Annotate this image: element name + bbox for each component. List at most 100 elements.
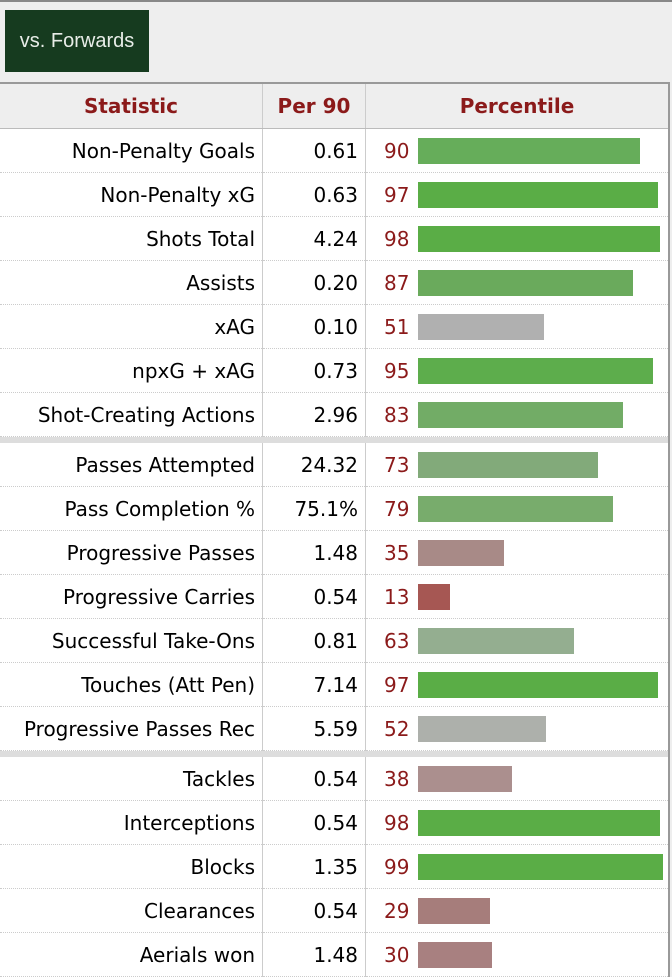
- header-statistic[interactable]: Statistic: [0, 83, 263, 129]
- percentile-cell: 79: [365, 486, 669, 531]
- percentile-cell: 38: [365, 757, 669, 801]
- percentile-cell: 83: [365, 392, 669, 437]
- per90-value: 1.35: [262, 844, 366, 889]
- percentile-cell: 13: [365, 574, 669, 619]
- stat-name: npxG + xAG: [0, 348, 263, 393]
- percentile-cell: 97: [365, 172, 669, 217]
- percentile-cell: 51: [365, 304, 669, 349]
- per90-value: 5.59: [262, 706, 366, 751]
- stat-name: Successful Take-Ons: [0, 618, 263, 663]
- percentile-value: 35: [384, 540, 410, 565]
- per90-value: 1.48: [262, 530, 366, 575]
- per90-value: 7.14: [262, 662, 366, 707]
- stat-name: Tackles: [0, 757, 263, 801]
- table-row: Non-Penalty xG 0.63 97: [0, 172, 669, 217]
- stat-name: Passes Attempted: [0, 443, 263, 487]
- percentile-bar: [418, 539, 505, 566]
- percentile-value: 90: [384, 138, 410, 163]
- per90-value: 24.32: [262, 443, 366, 487]
- percentile-value: 95: [384, 358, 410, 383]
- percentile-cell: 52: [365, 706, 669, 751]
- percentile-bar: [418, 451, 599, 478]
- percentile-bar: [418, 313, 544, 340]
- percentile-cell: 90: [365, 128, 669, 173]
- table-row: npxG + xAG 0.73 95: [0, 348, 669, 393]
- percentile-cell: 98: [365, 216, 669, 261]
- stat-name: Interceptions: [0, 800, 263, 845]
- percentile-cell: 29: [365, 888, 669, 933]
- percentile-bar: [418, 765, 512, 792]
- percentile-bar: [418, 583, 451, 610]
- percentile-table: Statistic Per 90 Percentile Non-Penalty …: [0, 82, 670, 977]
- table-row: Successful Take-Ons 0.81 63: [0, 618, 669, 663]
- percentile-value: 13: [384, 584, 410, 609]
- percentile-cell: 73: [365, 443, 669, 487]
- per90-value: 0.73: [262, 348, 366, 393]
- per90-value: 0.54: [262, 800, 366, 845]
- per90-value: 4.24: [262, 216, 366, 261]
- table-row: Assists 0.20 87: [0, 260, 669, 305]
- top-border: [0, 0, 672, 2]
- percentile-value: 99: [384, 854, 410, 879]
- percentile-cell: 87: [365, 260, 669, 305]
- table-row: xAG 0.10 51: [0, 304, 669, 349]
- percentile-bar: [418, 357, 653, 384]
- percentile-cell: 98: [365, 800, 669, 845]
- percentile-value: 98: [384, 226, 410, 251]
- percentile-bar: [418, 181, 658, 208]
- percentile-bar: [418, 495, 614, 522]
- table-row: Non-Penalty Goals 0.61 90: [0, 128, 669, 173]
- percentile-value: 98: [384, 810, 410, 835]
- per90-value: 2.96: [262, 392, 366, 437]
- header-percentile[interactable]: Percentile: [365, 83, 669, 129]
- percentile-value: 38: [384, 766, 410, 791]
- per90-value: 0.54: [262, 888, 366, 933]
- percentile-cell: 35: [365, 530, 669, 575]
- table-row: Passes Attempted 24.32 73: [0, 443, 669, 487]
- stat-name: Clearances: [0, 888, 263, 933]
- per90-value: 75.1%: [262, 486, 366, 531]
- percentile-value: 30: [384, 942, 410, 967]
- percentile-cell: 97: [365, 662, 669, 707]
- percentile-cell: 63: [365, 618, 669, 663]
- stat-name: Shots Total: [0, 216, 263, 261]
- percentile-value: 52: [384, 716, 410, 741]
- percentile-bar: [418, 715, 547, 742]
- stat-name: Pass Completion %: [0, 486, 263, 531]
- table-row: Pass Completion % 75.1% 79: [0, 486, 669, 531]
- stat-name: Assists: [0, 260, 263, 305]
- stat-name: Progressive Passes Rec: [0, 706, 263, 751]
- per90-value: 0.54: [262, 574, 366, 619]
- percentile-bar: [418, 897, 490, 924]
- stat-name: Non-Penalty xG: [0, 172, 263, 217]
- table-row: Aerials won 1.48 30: [0, 932, 669, 977]
- percentile-value: 83: [384, 402, 410, 427]
- stat-name: Blocks: [0, 844, 263, 889]
- percentile-value: 79: [384, 496, 410, 521]
- section-separator: [0, 750, 669, 757]
- percentile-value: 97: [384, 182, 410, 207]
- stat-name: Progressive Passes: [0, 530, 263, 575]
- percentile-bar: [418, 137, 641, 164]
- per90-value: 1.48: [262, 932, 366, 977]
- table-row: Touches (Att Pen) 7.14 97: [0, 662, 669, 707]
- stat-name: xAG: [0, 304, 263, 349]
- header-per90[interactable]: Per 90: [262, 83, 366, 129]
- table-row: Progressive Passes Rec 5.59 52: [0, 706, 669, 751]
- percentile-bar: [418, 401, 623, 428]
- percentile-cell: 99: [365, 844, 669, 889]
- percentile-bar: [418, 941, 493, 968]
- per90-value: 0.20: [262, 260, 366, 305]
- percentile-cell: 30: [365, 932, 669, 977]
- per90-value: 0.81: [262, 618, 366, 663]
- table-row: Blocks 1.35 99: [0, 844, 669, 889]
- per90-value: 0.61: [262, 128, 366, 173]
- table-row: Interceptions 0.54 98: [0, 800, 669, 845]
- per90-value: 0.63: [262, 172, 366, 217]
- table-row: Clearances 0.54 29: [0, 888, 669, 933]
- table-row: Progressive Passes 1.48 35: [0, 530, 669, 575]
- per90-value: 0.54: [262, 757, 366, 801]
- vs-forwards-tab[interactable]: vs. Forwards: [5, 10, 149, 72]
- stat-name: Touches (Att Pen): [0, 662, 263, 707]
- section-separator: [0, 436, 669, 443]
